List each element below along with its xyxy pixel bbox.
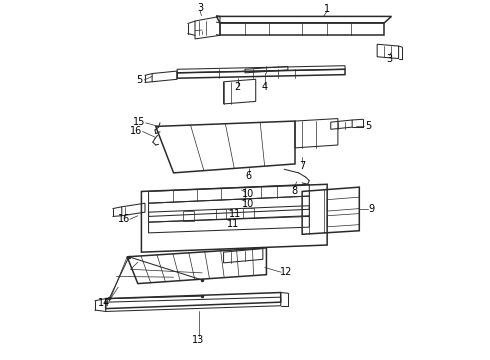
Text: 2: 2 (235, 82, 241, 92)
Text: 16: 16 (118, 214, 130, 224)
Text: 13: 13 (193, 335, 205, 345)
Text: 10: 10 (243, 199, 255, 209)
Text: 3: 3 (197, 3, 203, 13)
Text: 1: 1 (324, 4, 330, 14)
Text: 15: 15 (133, 117, 146, 127)
Text: 11: 11 (229, 208, 241, 219)
Text: 11: 11 (227, 219, 240, 229)
Text: 3: 3 (387, 54, 392, 64)
Text: 5: 5 (365, 121, 371, 131)
Text: 5: 5 (137, 75, 143, 85)
Text: 14: 14 (98, 297, 110, 307)
Text: 10: 10 (242, 189, 254, 199)
Text: 16: 16 (130, 126, 142, 136)
Text: 6: 6 (245, 171, 252, 181)
Text: 8: 8 (291, 186, 297, 196)
Text: 9: 9 (369, 204, 375, 213)
Text: 7: 7 (299, 161, 305, 171)
Text: 12: 12 (280, 267, 292, 277)
Text: 4: 4 (262, 82, 268, 92)
